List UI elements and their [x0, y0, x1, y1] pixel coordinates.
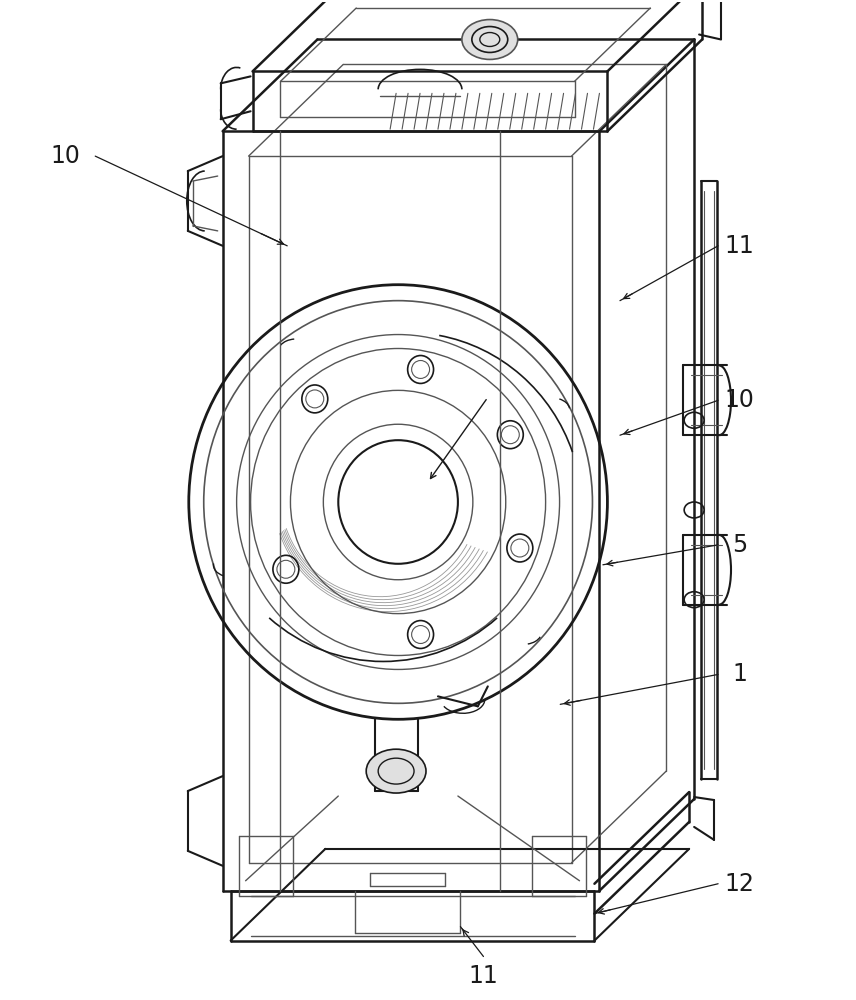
Text: 1: 1 — [732, 662, 747, 686]
Text: 10: 10 — [51, 144, 80, 168]
Text: 11: 11 — [468, 964, 498, 988]
Text: 12: 12 — [724, 872, 754, 896]
Text: 11: 11 — [724, 234, 754, 258]
Text: 5: 5 — [732, 533, 747, 557]
Text: 10: 10 — [724, 388, 754, 412]
Ellipse shape — [366, 749, 426, 793]
Ellipse shape — [462, 20, 518, 59]
